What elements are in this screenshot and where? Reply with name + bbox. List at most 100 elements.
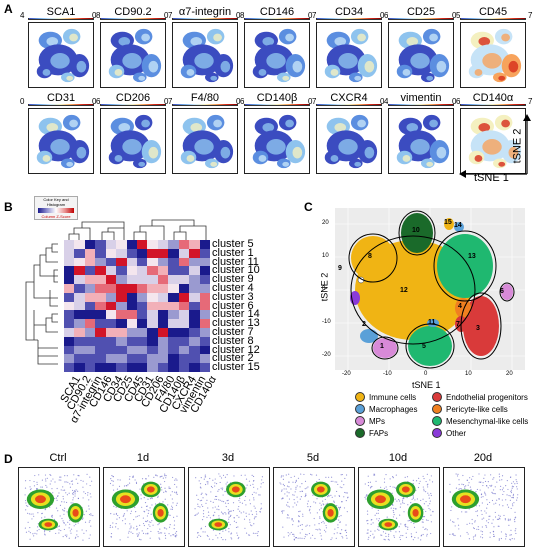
- tsne-marker-map: [244, 108, 310, 174]
- heatmap-cell: [178, 301, 190, 311]
- heatmap-cell: [64, 310, 75, 320]
- panel-a-letter: A: [4, 2, 13, 16]
- cluster-number: 10: [412, 227, 420, 234]
- heatmap-cell: [95, 336, 107, 347]
- cluster-row-label: cluster 4: [212, 282, 254, 294]
- heatmap-cell: [105, 292, 117, 303]
- heatmap-cell: [84, 363, 96, 373]
- heatmap-cell: [189, 345, 201, 355]
- heatmap-cell: [84, 266, 96, 276]
- heatmap-cell: [105, 354, 117, 364]
- heatmap-cell: [95, 345, 107, 355]
- heatmap-cell: [116, 257, 128, 267]
- heatmap-cell: [147, 240, 159, 250]
- heatmap-cell: [74, 240, 86, 250]
- heatmap-cell: [74, 275, 86, 285]
- heatmap-cell: [137, 275, 148, 285]
- colorbar-max: 6: [96, 97, 101, 106]
- heatmap-cell: [126, 310, 138, 320]
- heatmap-cell: [137, 354, 148, 364]
- heatmap-cell: [168, 275, 180, 285]
- heatmap-cell: [189, 319, 201, 329]
- legend-label: Other: [446, 428, 467, 438]
- heatmap-cell: [189, 257, 201, 267]
- colorbar-min: 4: [20, 11, 25, 20]
- heatmap-cell: [116, 266, 128, 276]
- heatmap-cell: [105, 345, 117, 355]
- marker-label: CD45: [460, 6, 526, 18]
- heatmap-cell: [137, 328, 148, 338]
- colorbar-min: 0: [92, 11, 97, 20]
- legend-swatch: [432, 428, 442, 438]
- heatmap-cell: [95, 275, 107, 285]
- marker-label: CD206: [100, 92, 166, 104]
- marker-label: SCA1: [28, 6, 94, 18]
- heatmap-cell: [137, 240, 148, 250]
- heatmap-cell: [199, 363, 211, 373]
- legend-item: Endothelial progenitors: [432, 392, 528, 402]
- legend-swatch: [355, 428, 365, 438]
- heatmap-cell: [74, 363, 86, 373]
- heatmap-cell: [157, 257, 169, 267]
- legend-swatch: [432, 416, 442, 426]
- marker-label: CD140β: [244, 92, 310, 104]
- heatmap-cell: [199, 319, 211, 329]
- heatmap-cell: [105, 284, 117, 294]
- heatmap-cell: [116, 328, 128, 338]
- cluster-row-label: cluster 11: [212, 255, 259, 268]
- colorbar-max: 7: [168, 97, 173, 106]
- heatmap-cell: [84, 310, 96, 320]
- heatmap-cell: [116, 248, 128, 259]
- legend-label: Macrophages: [369, 404, 418, 414]
- cluster-row-label: cluster 6: [212, 299, 254, 312]
- heatmap-cell: [199, 345, 211, 355]
- heatmap-cell: [74, 319, 86, 329]
- heatmap-cell: [74, 354, 86, 364]
- heatmap-cell: [126, 284, 138, 294]
- heatmap-cell: [105, 275, 117, 285]
- heatmap-cell: [84, 301, 96, 311]
- heatmap-cell: [64, 319, 75, 329]
- heatmap-cell: [168, 345, 180, 355]
- heatmap-cell: [168, 310, 180, 320]
- heatmap-cell: [64, 240, 75, 250]
- heatmap-cell: [168, 248, 180, 259]
- colorbar-max: 7: [168, 11, 173, 20]
- cluster-row-label: cluster 13: [212, 317, 260, 330]
- tsne-marker-map: [100, 108, 166, 174]
- heatmap-cell: [178, 328, 190, 338]
- tsne-marker-map: [244, 22, 310, 88]
- heatmap-cell: [84, 328, 96, 338]
- tsne-marker-map: [460, 108, 526, 174]
- heatmap-cell: [95, 266, 107, 276]
- legend-label: FAPs: [369, 428, 389, 438]
- heatmap-cell: [157, 319, 169, 329]
- heatmap-cell: [147, 257, 159, 267]
- legend-item: Other: [432, 428, 466, 438]
- heatmap-cell: [105, 240, 117, 250]
- heatmap-cell: [147, 328, 159, 338]
- heatmap-cell: [116, 240, 128, 250]
- heatmap-cell: [116, 363, 128, 373]
- heatmap-cell: [199, 240, 211, 250]
- heatmap-cell: [147, 354, 159, 364]
- heatmap-cell: [74, 328, 86, 338]
- legend-item: Macrophages: [355, 404, 417, 414]
- heatmap-cell: [74, 257, 86, 267]
- heatmap-cell: [147, 336, 159, 347]
- heatmap-cell: [84, 354, 96, 364]
- heatmap-cell: [64, 275, 75, 285]
- y-tick-label: 10: [322, 253, 329, 259]
- tsne-marker-map: [388, 22, 454, 88]
- heatmap-cell: [74, 301, 86, 311]
- heatmap-cell: [189, 275, 201, 285]
- heatmap-cell: [199, 301, 211, 311]
- heatmap-cell: [178, 336, 190, 347]
- heatmap-cell: [147, 266, 159, 276]
- heatmap-cell: [84, 319, 96, 329]
- cluster-number: 8: [368, 253, 372, 260]
- colorbar-min: 0: [20, 97, 25, 106]
- heatmap-cell: [137, 284, 148, 294]
- tsne-marker-map: [100, 22, 166, 88]
- heatmap-cell: [178, 363, 190, 373]
